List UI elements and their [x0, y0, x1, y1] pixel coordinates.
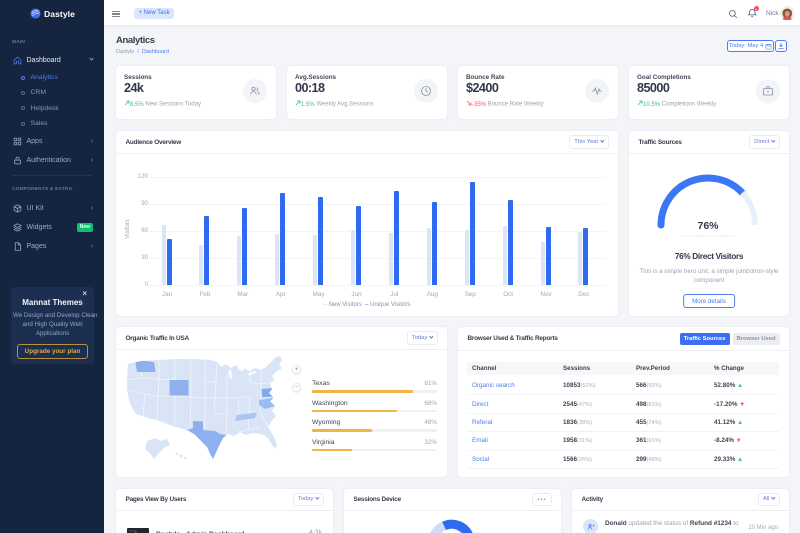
svg-text:76%: 76% — [697, 220, 719, 232]
